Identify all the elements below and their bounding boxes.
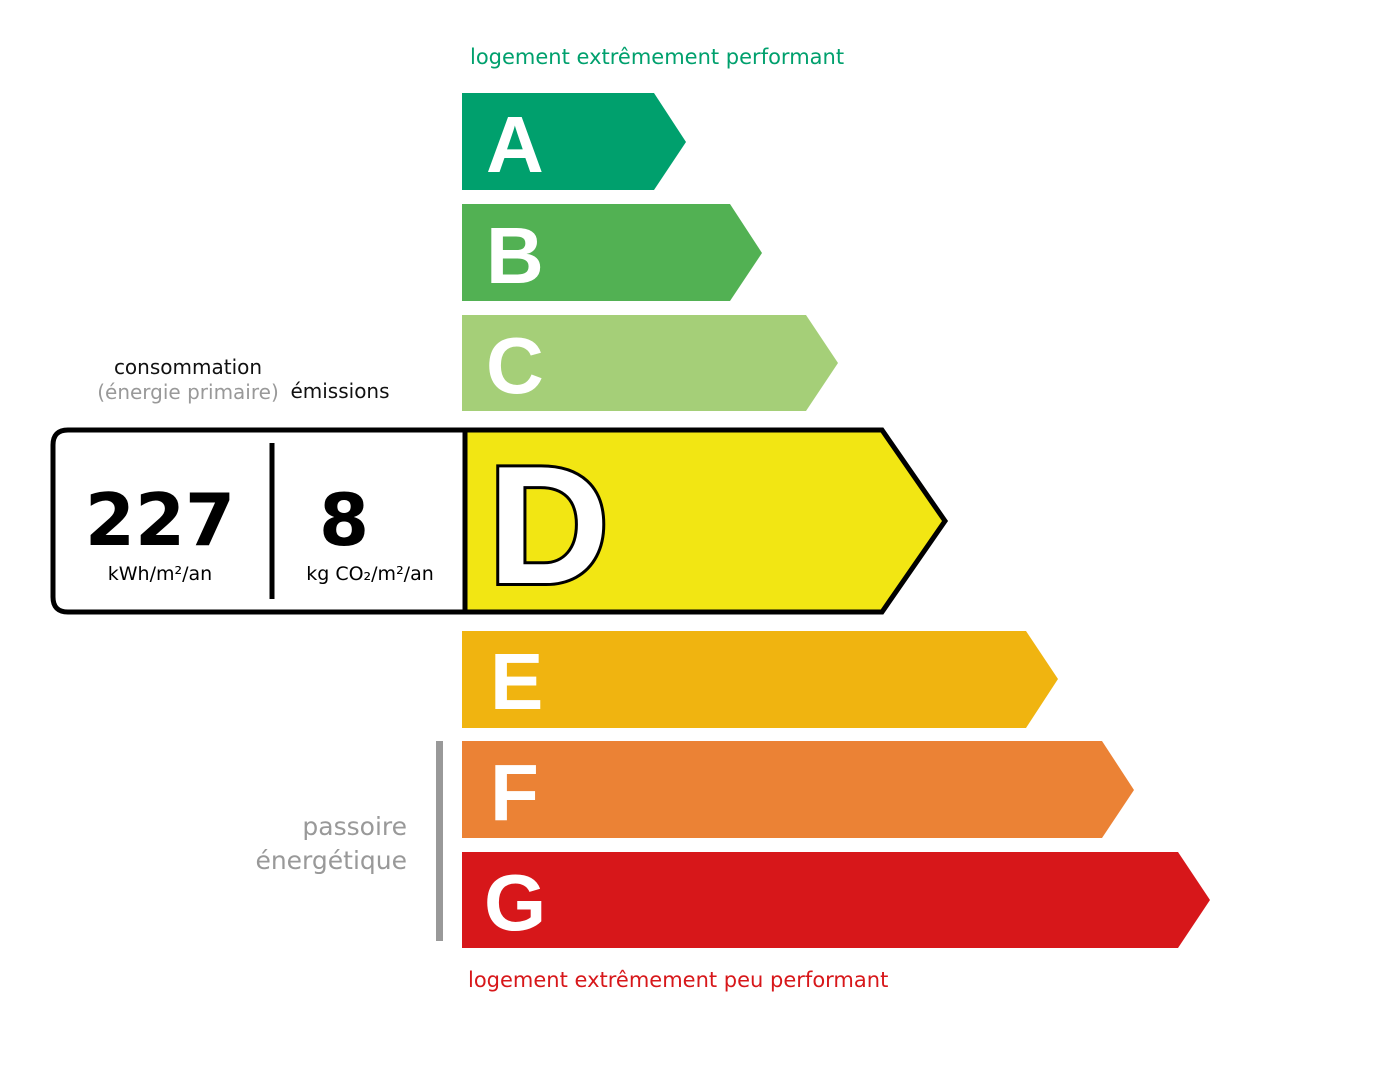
class-letter: A bbox=[486, 100, 544, 189]
class-letter: F bbox=[490, 748, 539, 837]
consumption-unit: kWh/m²/an bbox=[108, 563, 212, 585]
emissions-header: émissions bbox=[290, 379, 389, 403]
consommation-header: consommation bbox=[114, 355, 262, 379]
class-g-bar: G bbox=[462, 852, 1210, 948]
class-f-bar: F bbox=[462, 741, 1134, 838]
consumption-value: 227 bbox=[85, 478, 235, 562]
class-letter: G bbox=[484, 858, 546, 947]
passoire-label-line1: passoire bbox=[302, 812, 407, 841]
current-class-indicator: 227 kWh/m²/an 8 kg CO₂/m²/an D bbox=[50, 427, 949, 622]
class-e-bar: E bbox=[462, 631, 1058, 728]
bottom-label: logement extrêmement peu performant bbox=[468, 968, 888, 992]
emissions-unit: kg CO₂/m²/an bbox=[306, 563, 434, 585]
passoire-bracket bbox=[436, 741, 443, 941]
passoire-label-line2: énergétique bbox=[255, 846, 407, 875]
current-class-letter: D bbox=[488, 431, 609, 619]
energie-primaire-header: (énergie primaire) bbox=[97, 380, 279, 404]
top-label: logement extrêmement performant bbox=[470, 45, 844, 69]
class-b-bar: B bbox=[462, 204, 762, 301]
class-letter: C bbox=[486, 321, 544, 410]
class-letter: B bbox=[486, 211, 544, 300]
class-letter: E bbox=[490, 637, 543, 726]
class-c-bar: C bbox=[462, 315, 838, 411]
class-a-bar: A bbox=[462, 93, 686, 190]
emissions-value: 8 bbox=[319, 478, 369, 562]
